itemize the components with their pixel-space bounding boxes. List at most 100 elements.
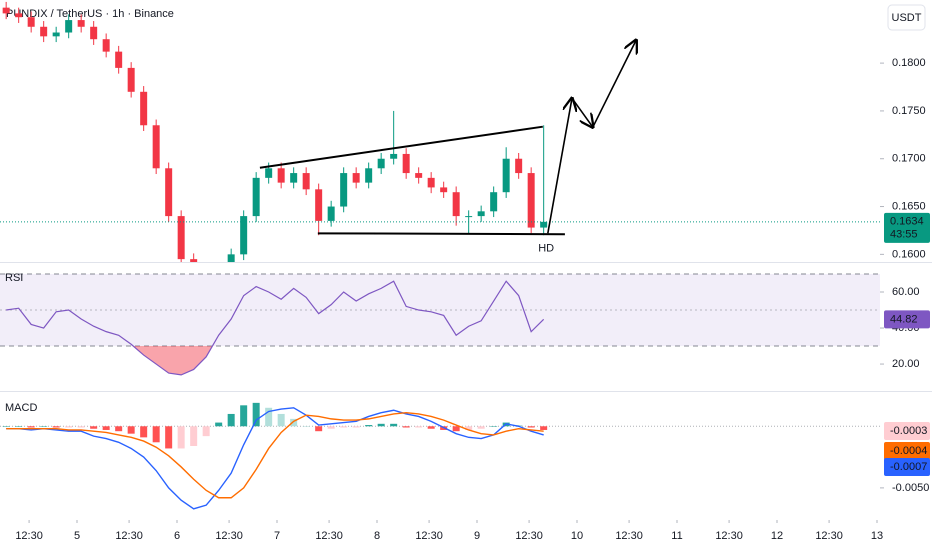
- histogram-bar: [340, 426, 348, 428]
- histogram-bar: [527, 426, 535, 428]
- candle-body: [227, 254, 235, 262]
- panel-title: RSI: [5, 272, 23, 284]
- candle-body: [140, 91, 148, 126]
- candle-body: [15, 13, 23, 18]
- histogram-bar: [402, 426, 410, 428]
- candle-body: [27, 17, 35, 27]
- candle-body: [40, 26, 48, 37]
- value-tag-label: -0.0003: [890, 425, 927, 437]
- rsi-panel: RSI: [0, 272, 880, 376]
- annotation: HD: [538, 243, 554, 255]
- x-tick-label: 12:30: [115, 530, 143, 542]
- x-tick-label: 12:30: [15, 530, 43, 542]
- y-tick-label: -0.0050: [892, 482, 929, 494]
- histogram-bar: [377, 423, 385, 427]
- candle-body: [515, 158, 523, 174]
- histogram-bar: [365, 425, 373, 427]
- histogram-bar: [277, 413, 285, 427]
- candle-body: [77, 20, 85, 27]
- value-tag: [884, 310, 930, 329]
- histogram-bar: [315, 426, 323, 432]
- value-tag-label: -0.0004: [890, 445, 927, 457]
- candle-body: [340, 173, 348, 207]
- candle-body: [290, 173, 298, 183]
- trendline: [259, 125, 543, 169]
- candle-body: [90, 26, 98, 40]
- histogram-bar: [190, 426, 198, 446]
- histogram-bar: [427, 426, 435, 429]
- histogram-bar: [127, 426, 135, 434]
- value-tag-label: -0.0007: [890, 461, 927, 473]
- price-tag: [884, 212, 930, 243]
- candle-body: [115, 51, 123, 68]
- candle-body: [152, 125, 160, 169]
- y-tick-label: 0.1650: [892, 200, 926, 212]
- x-tick-label: 13: [871, 530, 883, 542]
- histogram-bar: [2, 426, 10, 427]
- x-tick-label: 12:30: [715, 530, 743, 542]
- candle-body: [452, 192, 460, 217]
- histogram-bar: [352, 426, 360, 428]
- candle-body: [402, 153, 410, 174]
- histogram-bar: [240, 405, 248, 427]
- currency: USDT: [892, 12, 922, 24]
- candle-body: [52, 32, 60, 37]
- histogram-bar: [15, 426, 23, 427]
- macd-line: [6, 412, 544, 499]
- histogram-bar: [102, 426, 110, 430]
- countdown: 43:55: [890, 229, 918, 241]
- price-panel: PUNDIX / TetherUS · 1h · Binance HD: [0, 1, 880, 262]
- candle-body: [240, 216, 248, 255]
- histogram-bar: [52, 426, 60, 428]
- candle-body: [252, 177, 260, 217]
- histogram-bar: [452, 426, 460, 432]
- macd-panel: MACD: [0, 402, 880, 510]
- histogram-bar: [90, 426, 98, 429]
- arrow: [592, 40, 636, 128]
- histogram-bar: [77, 426, 85, 428]
- x-tick-label: 5: [74, 530, 80, 542]
- y-tick-label: 0.1750: [892, 105, 926, 117]
- histogram-bar: [115, 426, 123, 432]
- histogram-bar: [40, 426, 48, 427]
- histogram-bar: [152, 426, 160, 443]
- candle-body: [415, 173, 423, 178]
- x-tick-label: 12:30: [815, 530, 843, 542]
- panel-title: MACD: [5, 402, 37, 414]
- candle-body: [390, 153, 398, 159]
- macd-line: [6, 407, 544, 510]
- histogram-bar: [265, 407, 273, 427]
- x-tick-label: 8: [374, 530, 380, 542]
- candle-body: [277, 168, 285, 183]
- y-tick-label: 20.00: [892, 358, 920, 370]
- x-tick-label: 6: [174, 530, 180, 542]
- axes: USDT 0.1600 0.1650 0.1700 0.1750 0.1800 12:30 5…: [15, 4, 930, 542]
- histogram-bar: [465, 426, 473, 430]
- candle-body: [440, 187, 448, 193]
- candle-body: [352, 173, 360, 183]
- candle-body: [315, 189, 323, 221]
- rsi-line: [6, 280, 545, 376]
- histogram-bar: [165, 426, 173, 449]
- histogram-bar: [390, 423, 398, 427]
- x-tick-label: 12: [771, 530, 783, 542]
- histogram-bar: [477, 426, 485, 429]
- histogram-bar: [490, 426, 498, 427]
- x-tick-label: 12:30: [215, 530, 243, 542]
- candle-body: [377, 158, 385, 169]
- y-tick-label: 60.00: [892, 286, 920, 298]
- chart-title: PUNDIX / TetherUS · 1h · Binance: [6, 8, 174, 20]
- histogram-bar: [215, 422, 223, 427]
- candle-body: [490, 192, 498, 212]
- candle-body: [465, 216, 473, 218]
- y-tick-label: 0.1600: [892, 248, 926, 260]
- histogram-bar: [177, 426, 185, 449]
- value-tag: [884, 442, 930, 460]
- candle-body: [502, 158, 510, 193]
- x-tick-label: 12:30: [315, 530, 343, 542]
- arrow: [547, 98, 572, 234]
- candle-body: [2, 7, 10, 14]
- histogram-bar: [327, 426, 335, 429]
- x-tick-label: 12:30: [415, 530, 443, 542]
